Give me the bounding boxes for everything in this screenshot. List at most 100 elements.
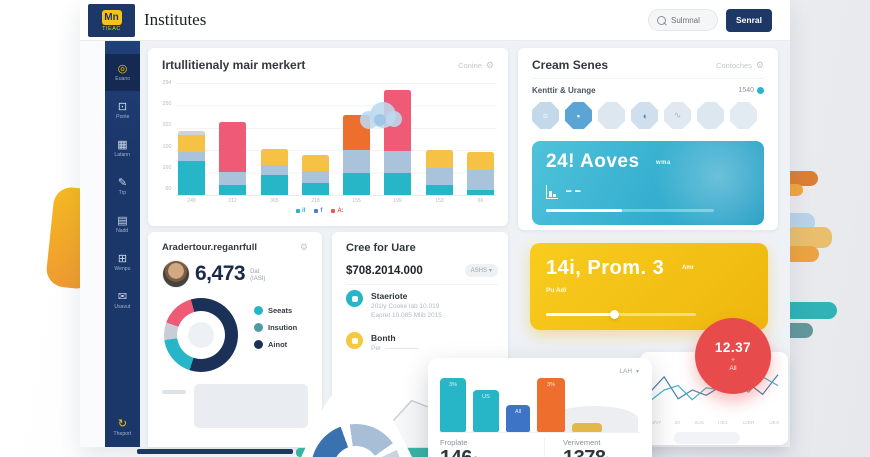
metric-value: 146+ xyxy=(440,447,544,457)
channel-link-tile[interactable]: ∿ xyxy=(664,102,691,129)
mini-bar-label: 3% xyxy=(547,382,555,388)
overlay-filter[interactable]: LAH ▼ xyxy=(619,368,640,375)
bar-segment xyxy=(384,173,412,195)
legend-dot xyxy=(331,209,336,213)
sales-card-title: Cree for Uare xyxy=(346,242,416,254)
sidebar-item-nadd[interactable]: ▤ Nadd xyxy=(105,206,140,243)
deco-bar-orange-1 xyxy=(782,171,818,186)
legend-dot xyxy=(296,209,300,213)
market-action-label: Conine xyxy=(458,60,482,70)
sales-item[interactable]: Staeriote 201ly Cooke lab 10.019 Eapret 10… xyxy=(346,290,500,320)
megaphone-icon: ◖ xyxy=(641,110,648,121)
badge-sublabel: All xyxy=(729,365,737,372)
gear-icon[interactable]: ⚙ xyxy=(485,59,494,70)
donut-center-decoration xyxy=(188,322,214,348)
bar-segment xyxy=(178,135,205,152)
bar-segment xyxy=(384,151,412,173)
sales-amount-row: $708.2014.000 ASHS ▾ xyxy=(346,264,498,277)
sales-item-icon xyxy=(346,290,363,307)
market-card-action[interactable]: Conine ⚙ xyxy=(458,60,494,71)
stacked-bar xyxy=(466,152,494,195)
sales-item-title: Bonth xyxy=(371,333,396,343)
bar-segment xyxy=(219,172,247,185)
sidebar-item-label: Euano xyxy=(115,76,130,82)
gear-icon[interactable]: ⚙ xyxy=(299,242,308,252)
monitor-icon: ⊡ xyxy=(117,101,128,113)
audience-stat-value: 6,473 xyxy=(195,262,246,285)
mini-bar: 3% xyxy=(440,378,466,432)
divider xyxy=(346,284,498,285)
market-card-header: Irtullitienaly mair merkert Conine ⚙ xyxy=(148,48,508,78)
skeleton-block xyxy=(194,384,308,428)
avatar xyxy=(162,260,190,288)
sales-item-body: Bonth Per xyxy=(371,332,420,353)
highlight-card-yellow[interactable]: 14i, Prom. 3 Amr Pu Adi xyxy=(530,243,768,330)
channel-megaphone-tile[interactable]: ◖ xyxy=(631,102,658,129)
deco-bar-tan xyxy=(786,227,832,248)
bar-group: 66 xyxy=(466,82,494,204)
yellow-card-tag: Amr xyxy=(682,265,695,271)
channel-empty-1-tile[interactable] xyxy=(598,102,625,129)
mini-bar-label: All xyxy=(514,409,522,415)
mini-bar-chart: 3% US All 3% xyxy=(440,378,602,432)
camera-icon: ◎ xyxy=(117,63,128,75)
gear-icon[interactable]: ⚙ xyxy=(755,59,764,70)
x-axis-label: 155 xyxy=(352,198,361,204)
channel-message-tile[interactable]: ▪ xyxy=(565,102,592,129)
search-input[interactable]: Sulmnal xyxy=(648,9,718,31)
channel-row: ≡ ▪ ◖ ∿ xyxy=(518,100,778,135)
cream-card-action[interactable]: Contoches ⚙ xyxy=(716,60,764,71)
stacked-bar xyxy=(301,155,329,195)
page-title: Institutes xyxy=(144,10,207,29)
y-axis-tick: 100 xyxy=(162,143,172,150)
divider xyxy=(532,78,764,79)
y-axis-tick: 294 xyxy=(162,80,172,86)
blue-card-progress[interactable] xyxy=(546,209,714,212)
primary-action-button[interactable]: Senral xyxy=(726,9,772,32)
funnel-icon: ▼ xyxy=(635,368,640,375)
sidebar-item-ponte[interactable]: ⊡ Ponte xyxy=(105,92,140,129)
yellow-card-slider[interactable] xyxy=(546,310,696,319)
yellow-slider-knob[interactable] xyxy=(609,310,619,319)
sidebar-item-euano[interactable]: ◎ Euano xyxy=(105,54,140,91)
bar-segment xyxy=(260,149,288,165)
deco-bar-teal xyxy=(783,302,837,319)
sidebar-item-usavut[interactable]: ✉ Usavut xyxy=(105,282,140,319)
legend-dot xyxy=(254,306,263,315)
overlay-metrics: Froplate 146+ Verivement 1378/a ••• xyxy=(440,438,640,457)
sidebar-item-wenpu[interactable]: ⊞ Wenpu xyxy=(105,244,140,281)
stat-unit: Dat xyxy=(250,268,260,275)
channel-empty-3-tile[interactable] xyxy=(730,102,757,129)
blue-card-headline: 24! Aoves xyxy=(546,151,640,172)
channel-empty-2-tile[interactable] xyxy=(697,102,724,129)
y-axis-tick: 60 xyxy=(165,186,172,192)
skeleton-ellipse xyxy=(674,432,740,444)
stat-unit-sub: (IASI) xyxy=(250,275,266,282)
bar-segment xyxy=(425,150,453,168)
sidebar-item-latann[interactable]: ▦ Latann xyxy=(105,130,140,167)
plus-icon: + xyxy=(730,357,736,364)
audience-card-title: Aradertour.reganrfull xyxy=(162,242,258,253)
sales-item-line: Eapret 10,085 Mlib 2015 xyxy=(371,312,442,319)
cream-card-title: Cream Senes xyxy=(532,58,609,72)
sidebar-item-label: Theport xyxy=(113,431,132,437)
notification-badge[interactable]: 12.37 + All xyxy=(695,318,771,394)
sidebar-item-trp[interactable]: ✎ Trp xyxy=(105,168,140,205)
highlight-card-blue[interactable]: 24! Aoves wma ▬ ▬ xyxy=(532,141,764,225)
sales-item[interactable]: Bonth Per xyxy=(346,332,500,353)
sidebar-item-theport[interactable]: ↻ Theport xyxy=(105,418,140,437)
link-icon: ∿ xyxy=(673,110,682,120)
legend-item: f xyxy=(314,208,322,214)
sales-filter-badge[interactable]: ASHS ▾ xyxy=(464,264,498,277)
bar-segment xyxy=(343,150,371,173)
x-axis-label: 249 xyxy=(187,198,196,204)
bar-group: 199 xyxy=(384,82,412,204)
cloud-icon xyxy=(360,102,404,130)
legend-dot xyxy=(254,340,263,349)
app-logo[interactable]: Mn TIEAC xyxy=(88,4,135,37)
metric-number: 146 xyxy=(440,447,472,457)
channel-signal-tile[interactable]: ≡ xyxy=(532,102,559,129)
bar-segment xyxy=(178,152,205,161)
bar-segment xyxy=(260,175,288,195)
